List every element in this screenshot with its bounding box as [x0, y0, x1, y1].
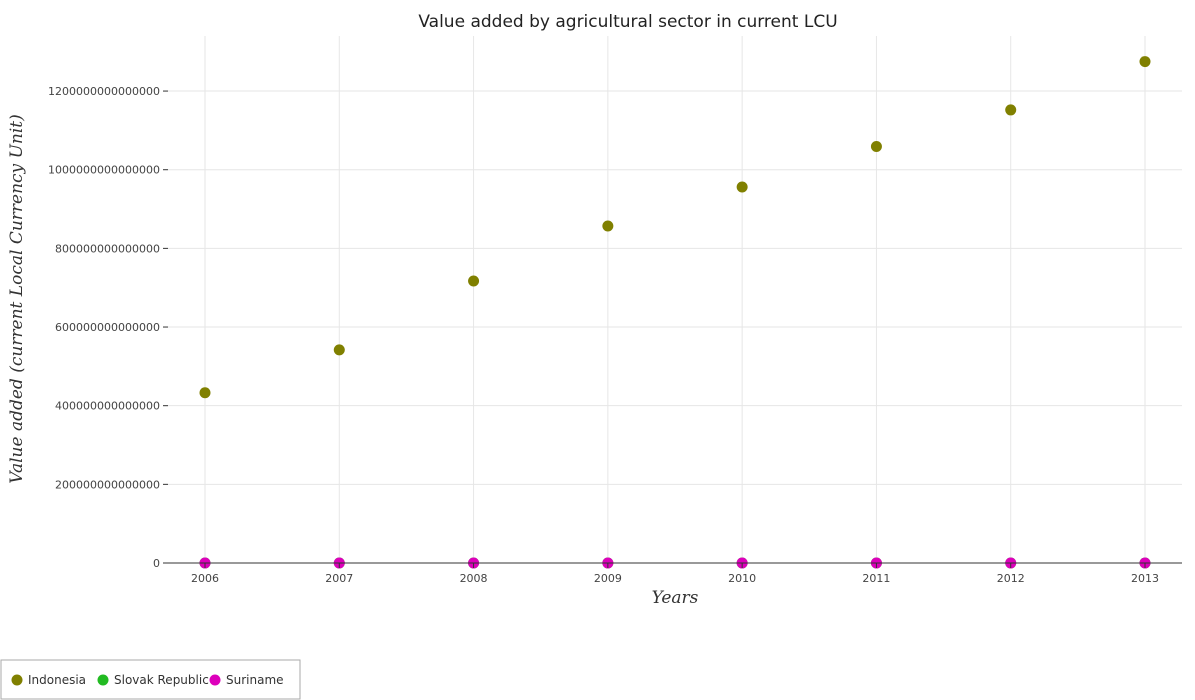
x-tick-label: 2009 — [594, 572, 622, 585]
legend-marker — [97, 674, 109, 686]
point-indonesia — [736, 181, 748, 193]
x-tick-label: 2011 — [862, 572, 890, 585]
legend-marker — [209, 674, 221, 686]
plot-background — [168, 36, 1182, 563]
y-tick-label: 600000000000000 — [55, 321, 160, 334]
y-tick-label: 200000000000000 — [55, 478, 160, 491]
legend-marker — [11, 674, 23, 686]
x-tick-label: 2012 — [997, 572, 1025, 585]
plot-area — [168, 36, 1182, 569]
legend-box — [0, 659, 301, 700]
point-indonesia — [199, 387, 211, 399]
y-tick-label: 800000000000000 — [55, 242, 160, 255]
legend-label: Suriname — [226, 673, 284, 687]
point-indonesia — [333, 344, 345, 356]
x-tick-label: 2006 — [191, 572, 219, 585]
legend-label: Slovak Republic — [114, 673, 209, 687]
y-axis-ticks: 0 200000000000000 400000000000000 600000000… — [48, 85, 168, 570]
x-axis-ticks: 2006 2007 2008 2009 2010 2011 2012 2013 — [191, 563, 1159, 585]
x-tick-label: 2008 — [460, 572, 488, 585]
point-indonesia — [1139, 56, 1151, 68]
y-tick-label: 1200000000000000 — [48, 85, 160, 98]
x-tick-label: 2007 — [325, 572, 353, 585]
legend: Indonesia Slovak Republic Suriname — [0, 659, 301, 700]
x-tick-label: 2010 — [728, 572, 756, 585]
y-tick-label: 1000000000000000 — [48, 164, 160, 177]
chart-title: Value added by agricultural sector in cu… — [418, 12, 837, 32]
y-axis-label: Value added (current Local Currency Unit… — [7, 114, 27, 484]
y-tick-label: 400000000000000 — [55, 400, 160, 413]
point-indonesia — [468, 275, 480, 287]
point-indonesia — [870, 141, 882, 153]
x-axis-label: Years — [652, 588, 699, 608]
point-indonesia — [1005, 104, 1017, 116]
grid-x — [204, 36, 1146, 563]
legend-label: Indonesia — [28, 673, 86, 687]
marks — [199, 56, 1151, 569]
point-indonesia — [602, 220, 614, 232]
x-tick-label: 2013 — [1131, 572, 1159, 585]
y-tick-label: 0 — [153, 557, 160, 570]
